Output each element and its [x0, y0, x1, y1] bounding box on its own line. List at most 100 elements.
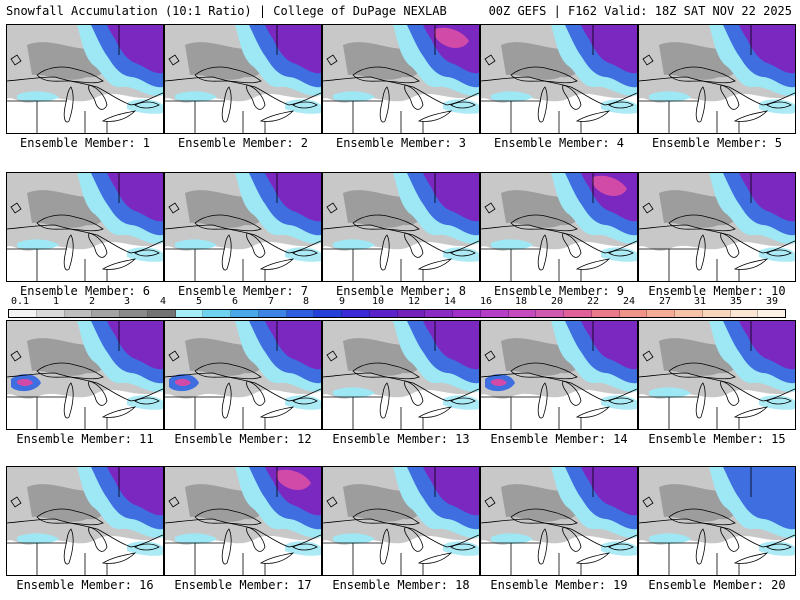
colorbar-tick-label: 31 [693, 296, 707, 307]
blue-snow-area [723, 467, 795, 530]
snowfall-field [165, 467, 321, 575]
colorbar-swatch [675, 310, 703, 317]
colorbar-swatch [591, 310, 620, 317]
colorbar-swatch [564, 310, 592, 317]
ensemble-member-label: Ensemble Member: 11 [16, 432, 154, 446]
ensemble-member-label: Ensemble Member: 17 [174, 578, 312, 592]
snowfall-field [7, 25, 163, 133]
colorbar-tick-label: 16 [479, 296, 493, 307]
colorbar-tick-label: 0.1 [10, 296, 30, 307]
great-lakes-outline [165, 173, 321, 281]
snowfall-map[interactable] [638, 24, 796, 134]
ensemble-panel[interactable]: Ensemble Member: 3 [322, 24, 480, 152]
snowfall-map[interactable] [638, 172, 796, 282]
panel-row-1: Ensemble Member: 1 Ensemble Member: 2 En… [0, 24, 800, 152]
great-lakes-outline [7, 467, 163, 575]
ensemble-panel[interactable]: Ensemble Member: 20 [638, 466, 796, 594]
snowfall-field [481, 173, 637, 281]
snowfall-map[interactable] [480, 172, 638, 282]
lake-effect-snow-band [333, 239, 375, 250]
ensemble-panel[interactable]: Ensemble Member: 12 [164, 320, 322, 448]
colorbar-tick-label: 20 [550, 296, 564, 307]
great-lakes-outline [323, 467, 479, 575]
ensemble-member-label: Ensemble Member: 14 [490, 432, 628, 446]
lake-effect-snow-band [491, 239, 533, 250]
snowfall-field [323, 25, 479, 133]
lake-effect-snow-band [649, 387, 691, 398]
snowfall-map[interactable] [322, 172, 480, 282]
purple-snow-area [107, 321, 163, 370]
ensemble-panel[interactable]: Ensemble Member: 5 [638, 24, 796, 152]
purple-snow-area [423, 173, 479, 222]
snowfall-map[interactable] [638, 466, 796, 576]
snowfall-map[interactable] [480, 24, 638, 134]
snowfall-field [639, 173, 795, 281]
ensemble-panel[interactable]: Ensemble Member: 6 [6, 172, 164, 300]
ensemble-panel[interactable]: Ensemble Member: 4 [480, 24, 638, 152]
snowfall-map[interactable] [322, 320, 480, 430]
ensemble-panel[interactable]: Ensemble Member: 2 [164, 24, 322, 152]
ensemble-panel[interactable]: Ensemble Member: 18 [322, 466, 480, 594]
purple-snow-area [581, 321, 637, 370]
purple-snow-area [107, 25, 163, 74]
purple-snow-area [739, 25, 795, 74]
snowfall-map[interactable] [6, 172, 164, 282]
snowfall-colorbar: 0.1 1 2 3 4 5 6 7 8 9 10 12 14 16 18 20 22 24 27 31 35 39 [8, 296, 786, 318]
ensemble-panel[interactable]: Ensemble Member: 10 [638, 172, 796, 300]
ensemble-panel[interactable]: Ensemble Member: 7 [164, 172, 322, 300]
snowfall-map[interactable] [164, 466, 322, 576]
ensemble-panel[interactable]: Ensemble Member: 14 [480, 320, 638, 448]
snowfall-field [481, 321, 637, 429]
great-lakes-outline [323, 25, 479, 133]
snowfall-map[interactable] [322, 24, 480, 134]
great-lakes-outline [639, 467, 795, 575]
ensemble-member-label: Ensemble Member: 8 [335, 284, 467, 298]
ensemble-panel[interactable]: Ensemble Member: 17 [164, 466, 322, 594]
snowfall-field [639, 467, 795, 575]
colorbar-swatch [147, 310, 176, 317]
purple-snow-area [423, 321, 479, 370]
purple-snow-area [265, 25, 321, 74]
ensemble-member-label: Ensemble Member: 19 [490, 578, 628, 592]
ensemble-member-label: Ensemble Member: 16 [16, 578, 154, 592]
colorbar-swatch [536, 310, 564, 317]
ensemble-panel[interactable]: Ensemble Member: 13 [322, 320, 480, 448]
snowfall-map[interactable] [6, 466, 164, 576]
snowfall-map[interactable] [638, 320, 796, 430]
colorbar-swatch [730, 310, 759, 317]
lake-effect-snow-band [491, 533, 533, 544]
snowfall-map[interactable] [164, 172, 322, 282]
colorbar-swatch [92, 310, 120, 317]
great-lakes-outline [7, 321, 163, 429]
ensemble-panel[interactable]: Ensemble Member: 16 [6, 466, 164, 594]
snowfall-map[interactable] [6, 320, 164, 430]
snowfall-map[interactable] [164, 320, 322, 430]
ensemble-panel[interactable]: Ensemble Member: 1 [6, 24, 164, 152]
lake-effect-snow-band [649, 533, 691, 544]
ensemble-panel[interactable]: Ensemble Member: 19 [480, 466, 638, 594]
snowfall-field [323, 173, 479, 281]
snowfall-map[interactable] [164, 24, 322, 134]
header: Snowfall Accumulation (10:1 Ratio) | Col… [0, 0, 800, 24]
pink-snow-area [592, 175, 627, 196]
snowfall-map[interactable] [480, 466, 638, 576]
lake-effect-snow-band [491, 91, 533, 102]
purple-snow-area [107, 467, 163, 516]
ensemble-panel[interactable]: Ensemble Member: 15 [638, 320, 796, 448]
lake-effect-snow-band [175, 91, 217, 102]
lake-effect-snow-band [175, 533, 217, 544]
ensemble-panel[interactable]: Ensemble Member: 11 [6, 320, 164, 448]
panel-row-2: Ensemble Member: 6 Ensemble Member: 7 En… [0, 172, 800, 300]
snowfall-field [7, 321, 163, 429]
lake-effect-snow-band [649, 91, 691, 102]
snowfall-map[interactable] [480, 320, 638, 430]
snowfall-map[interactable] [322, 466, 480, 576]
purple-snow-area [581, 467, 637, 516]
ensemble-panel[interactable]: Ensemble Member: 9 [480, 172, 638, 300]
purple-snow-area [739, 321, 795, 370]
colorbar-tick-label: 4 [159, 296, 167, 307]
snowfall-map[interactable] [6, 24, 164, 134]
colorbar-tick-label: 8 [302, 296, 310, 307]
lake-effect-snow-core [175, 378, 191, 386]
ensemble-panel[interactable]: Ensemble Member: 8 [322, 172, 480, 300]
